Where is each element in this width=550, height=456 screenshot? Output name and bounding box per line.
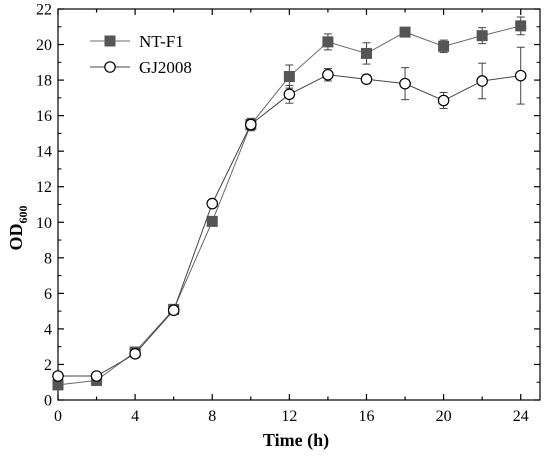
y-tick-label: 10 — [36, 215, 52, 232]
x-tick-label: 16 — [358, 408, 374, 425]
data-point-circle — [514, 69, 527, 82]
data-point-square — [360, 47, 372, 59]
data-point-circle — [360, 73, 373, 86]
x-tick-label: 4 — [131, 408, 139, 425]
data-point-square — [206, 215, 218, 227]
x-tick-label: 0 — [54, 408, 62, 425]
y-axis-ticks: 0 2 4 6 8 10 12 14 16 18 20 22 — [36, 2, 540, 410]
y-axis-label-main: OD — [6, 223, 26, 250]
y-tick-label: 2 — [44, 357, 52, 374]
y-tick-label: 14 — [36, 144, 52, 161]
y-tick-label: 16 — [36, 108, 52, 125]
y-tick-label: 6 — [44, 286, 52, 303]
legend-label: GJ2008 — [139, 58, 192, 77]
x-tick-label: 12 — [281, 408, 297, 425]
data-point-circle — [90, 370, 103, 382]
x-tick-label: 8 — [208, 408, 216, 425]
x-tick-label: 20 — [436, 408, 452, 425]
data-point-circle — [437, 94, 450, 107]
data-point-square — [476, 30, 488, 42]
legend-entry: GJ2008 — [90, 58, 192, 77]
series-gj2008 — [52, 46, 527, 382]
y-tick-label: 18 — [36, 73, 52, 90]
y-tick-label: 12 — [36, 179, 52, 196]
legend-entry: NT-F1 — [90, 32, 184, 51]
series-line — [58, 74, 521, 377]
data-point-circle — [52, 370, 64, 382]
legend: NT-F1 GJ2008 — [90, 32, 192, 77]
data-point-square — [283, 71, 295, 83]
series-nt-f1 — [52, 16, 527, 391]
legend-label: NT-F1 — [139, 32, 184, 51]
y-axis-label-subscript: 600 — [16, 206, 30, 224]
data-point-circle — [399, 77, 411, 90]
data-point-circle — [104, 61, 116, 73]
data-point-circle — [206, 197, 219, 210]
y-tick-label: 8 — [44, 250, 52, 267]
y-tick-label: 20 — [36, 37, 52, 54]
data-point-circle — [167, 304, 180, 317]
data-point-circle — [322, 68, 334, 81]
y-axis-label: OD600 — [6, 206, 30, 251]
y-tick-label: 0 — [44, 393, 52, 410]
x-axis-ticks: 0 4 8 12 16 20 24 — [54, 9, 529, 425]
data-point-circle — [129, 347, 141, 360]
data-point-circle — [476, 75, 488, 87]
data-point-square — [399, 26, 411, 38]
data-point-square — [438, 40, 450, 52]
series-layer — [52, 16, 527, 391]
data-point-square — [104, 35, 116, 47]
y-tick-label: 4 — [44, 321, 52, 338]
y-tick-label: 22 — [36, 2, 52, 19]
data-point-circle — [245, 118, 257, 131]
x-tick-label: 24 — [513, 408, 529, 425]
x-axis-label: Time (h) — [263, 430, 329, 451]
data-point-square — [322, 36, 334, 48]
data-point-circle — [283, 88, 296, 101]
data-point-square — [515, 20, 527, 32]
